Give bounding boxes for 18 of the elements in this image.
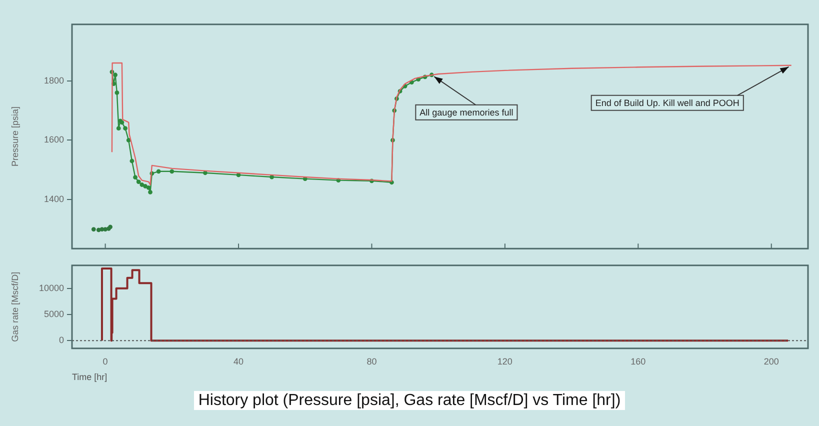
x-tick-label: 160: [630, 356, 646, 366]
y-axis-title: Pressure [psia]: [10, 106, 20, 167]
x-tick-label: 120: [497, 356, 512, 366]
x-tick-label: 200: [764, 356, 779, 366]
y-tick-label: 5000: [44, 308, 64, 319]
x-tick-label: 40: [234, 356, 244, 366]
x-axis-title: Time [hr]: [72, 372, 108, 382]
y-tick-label: 10000: [38, 282, 64, 293]
y-tick-label: 1600: [44, 134, 64, 145]
x-tick-label: 80: [366, 356, 377, 366]
annotation: All gauge memories full: [420, 107, 514, 118]
text: History plot (Pressure [psia], Gas rate [Mscf/D] vs Time [hr]): [194, 391, 625, 410]
annotation: End of Build Up. Kill well and POOH: [595, 98, 740, 108]
y-tick-label: 1800: [44, 75, 64, 86]
y-axis-title: Gas rate [Mscf/D]: [10, 272, 20, 342]
x-tick-label: 0: [102, 356, 108, 366]
y-tick-label: 0: [58, 335, 64, 346]
y-tick-label: 1400: [44, 194, 64, 204]
